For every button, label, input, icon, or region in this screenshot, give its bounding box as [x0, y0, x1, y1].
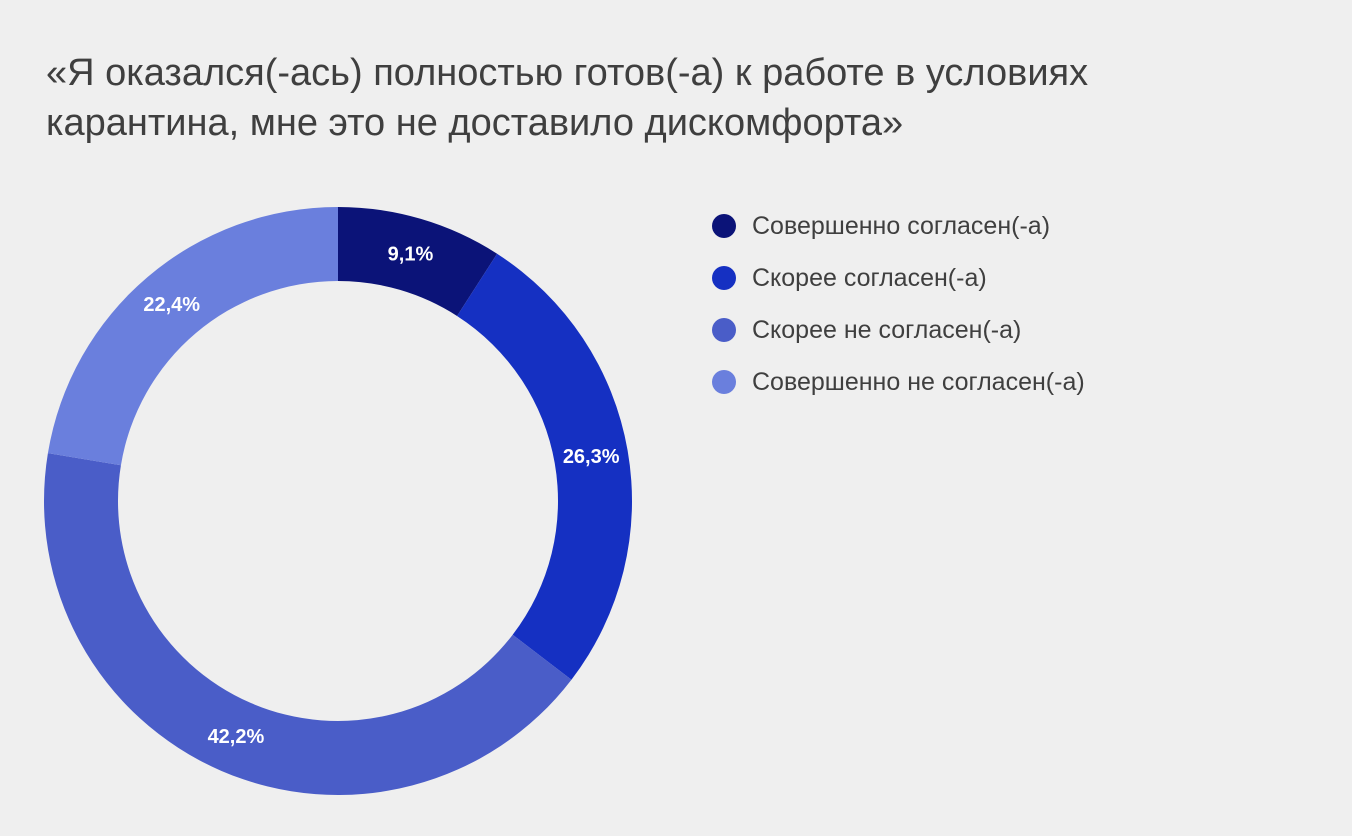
data-label-strongly-agree: 9,1% — [388, 243, 434, 265]
legend-swatch-disagree — [712, 318, 736, 342]
legend-label-disagree: Скорее не согласен(-а) — [752, 315, 1022, 344]
legend: Совершенно согласен(-а) Скорее согласен(… — [712, 206, 1085, 414]
legend-swatch-agree — [712, 266, 736, 290]
chart-title-line-1: «Я оказался(-ась) полностью готов(-а) к … — [46, 52, 1089, 94]
donut-slice-disagree[interactable] — [43, 453, 572, 795]
legend-label-strongly-disagree: Совершенно не согласен(-а) — [752, 367, 1085, 396]
chart-title: «Я оказался(-ась) полностью готов(-а) к … — [46, 48, 1226, 148]
donut-slice-strongly-disagree[interactable] — [47, 206, 338, 466]
data-label-agree: 26,3% — [563, 446, 620, 468]
legend-label-agree: Скорее согласен(-а) — [752, 263, 987, 292]
data-label-strongly-disagree: 22,4% — [143, 294, 200, 316]
donut-slice-strongly-agree[interactable] — [338, 207, 498, 316]
legend-item-agree[interactable]: Скорее согласен(-а) — [712, 258, 1085, 298]
legend-item-strongly-agree[interactable]: Совершенно согласен(-а) — [712, 206, 1085, 246]
legend-swatch-strongly-disagree — [712, 370, 736, 394]
data-label-disagree: 42,2% — [208, 726, 265, 748]
legend-item-disagree[interactable]: Скорее не согласен(-а) — [712, 310, 1085, 350]
legend-swatch-strongly-agree — [712, 214, 736, 238]
legend-label-strongly-agree: Совершенно согласен(-а) — [752, 211, 1051, 240]
chart-title-line-2: карантина, мне это не доставило дискомфо… — [46, 102, 904, 144]
donut-slice-agree[interactable] — [457, 253, 632, 680]
legend-item-strongly-disagree[interactable]: Совершенно не согласен(-а) — [712, 362, 1085, 402]
